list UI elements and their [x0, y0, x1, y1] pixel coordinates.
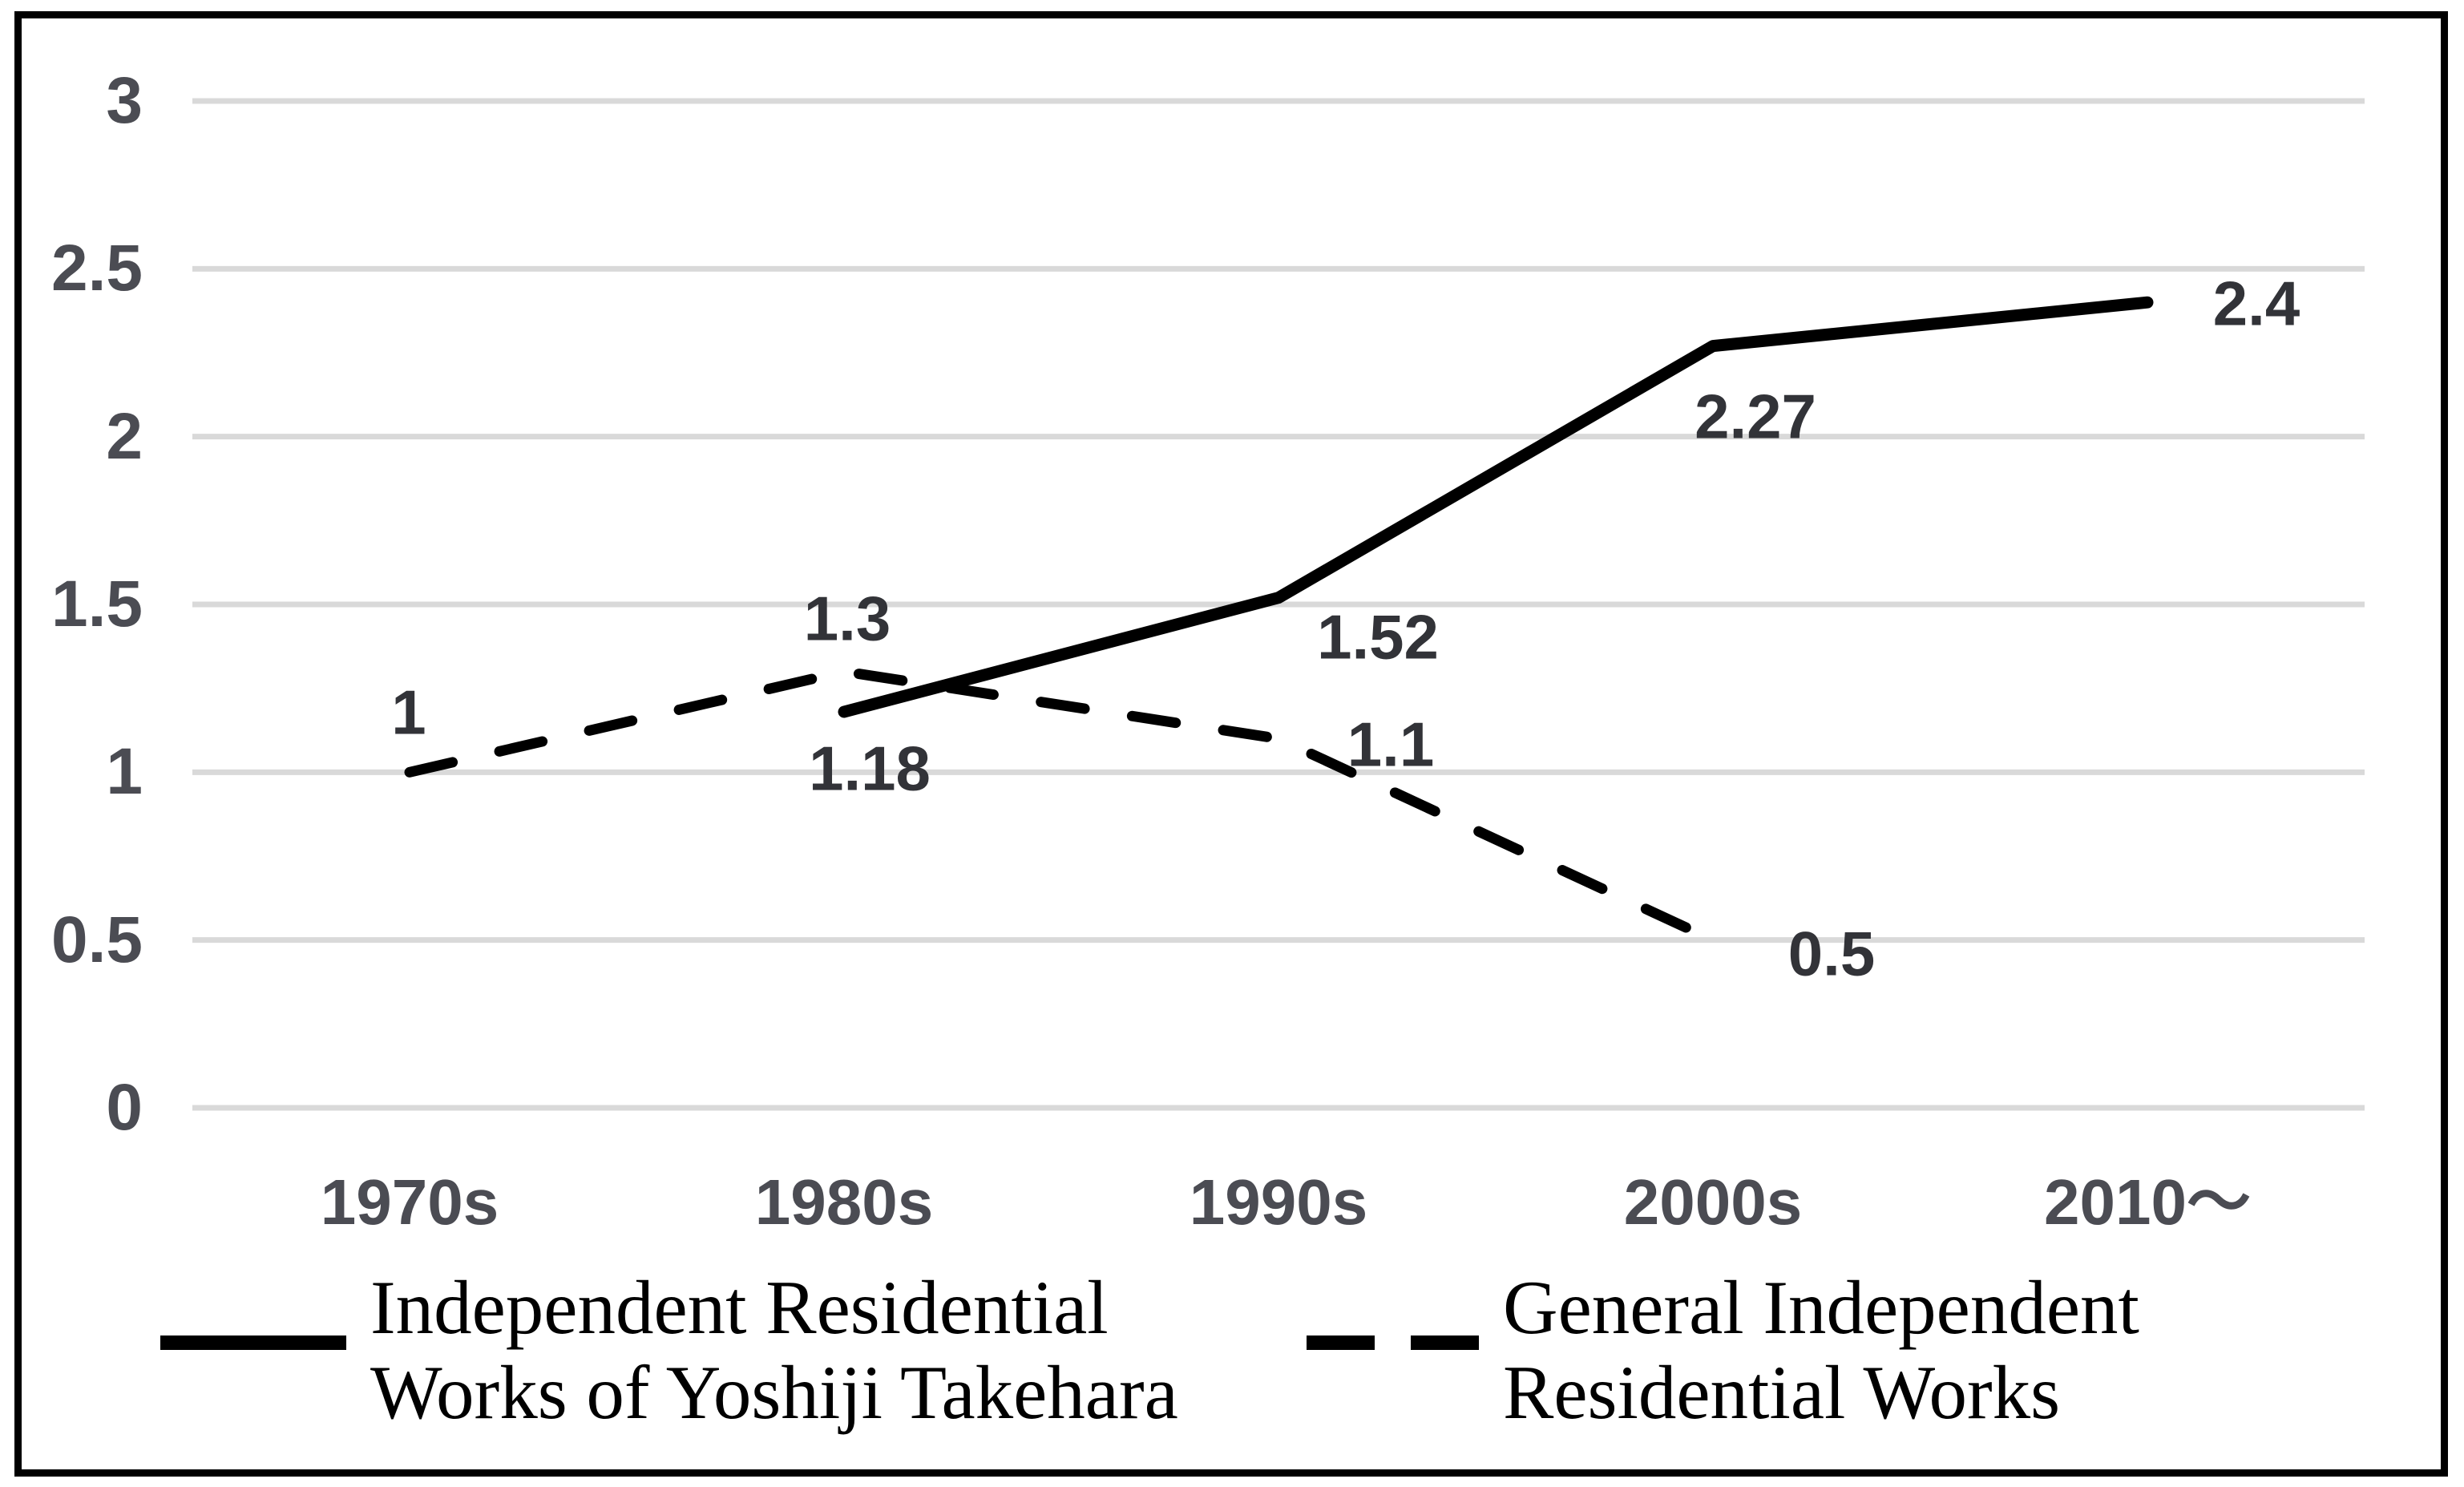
- legend-label-line: Works of Yoshiji Takehara: [370, 1350, 1178, 1435]
- x-tick-label: 2010～: [2044, 1166, 2251, 1238]
- legend-label-general-works: General Independent Residential Works: [1503, 1265, 2139, 1435]
- y-tick-label: 2: [106, 399, 143, 473]
- legend-solid-line-swatch: [160, 1335, 346, 1350]
- data-label: 1.18: [809, 733, 931, 804]
- x-tick-label: 2000s: [1623, 1166, 1803, 1238]
- data-label: 1.1: [1347, 709, 1435, 780]
- x-tick-label: 1970s: [320, 1166, 499, 1238]
- x-tick-label: 1980s: [754, 1166, 934, 1238]
- legend-item-takehara-works: Independent Residential Works of Yoshiji …: [160, 1265, 1178, 1435]
- y-tick-label: 2.5: [51, 232, 143, 305]
- data-label: 0.5: [1787, 918, 1876, 989]
- series-line-solid: [838, 296, 2154, 718]
- legend-label-line: Independent Residential: [370, 1265, 1109, 1350]
- data-label: 2.27: [1695, 381, 1816, 452]
- legend-label-line: General Independent: [1503, 1265, 2139, 1350]
- gridlines: [192, 98, 2365, 1111]
- y-tick-label: 0.5: [51, 903, 143, 976]
- y-tick-label: 1.5: [51, 568, 143, 640]
- legend-label-line: Residential Works: [1503, 1350, 2061, 1435]
- data-label: 1.52: [1317, 601, 1439, 673]
- y-tick-label: 1: [106, 735, 143, 809]
- series-line-dashed: [404, 666, 1719, 946]
- legend-item-general-works: General Independent Residential Works: [1307, 1265, 2139, 1435]
- figure-border: [14, 11, 2448, 1477]
- data-label: 2.4: [2212, 268, 2300, 339]
- x-tick-label: 1990s: [1189, 1166, 1368, 1238]
- series-lines: [404, 296, 2154, 946]
- data-label: 1.3: [803, 583, 891, 654]
- y-tick-label: 0: [106, 1071, 143, 1144]
- legend-dashed-line-swatch: [1307, 1335, 1479, 1350]
- y-tick-label: 3: [106, 64, 143, 137]
- legend-label-takehara-works: Independent Residential Works of Yoshiji …: [370, 1265, 1178, 1435]
- data-label: 1: [391, 677, 426, 748]
